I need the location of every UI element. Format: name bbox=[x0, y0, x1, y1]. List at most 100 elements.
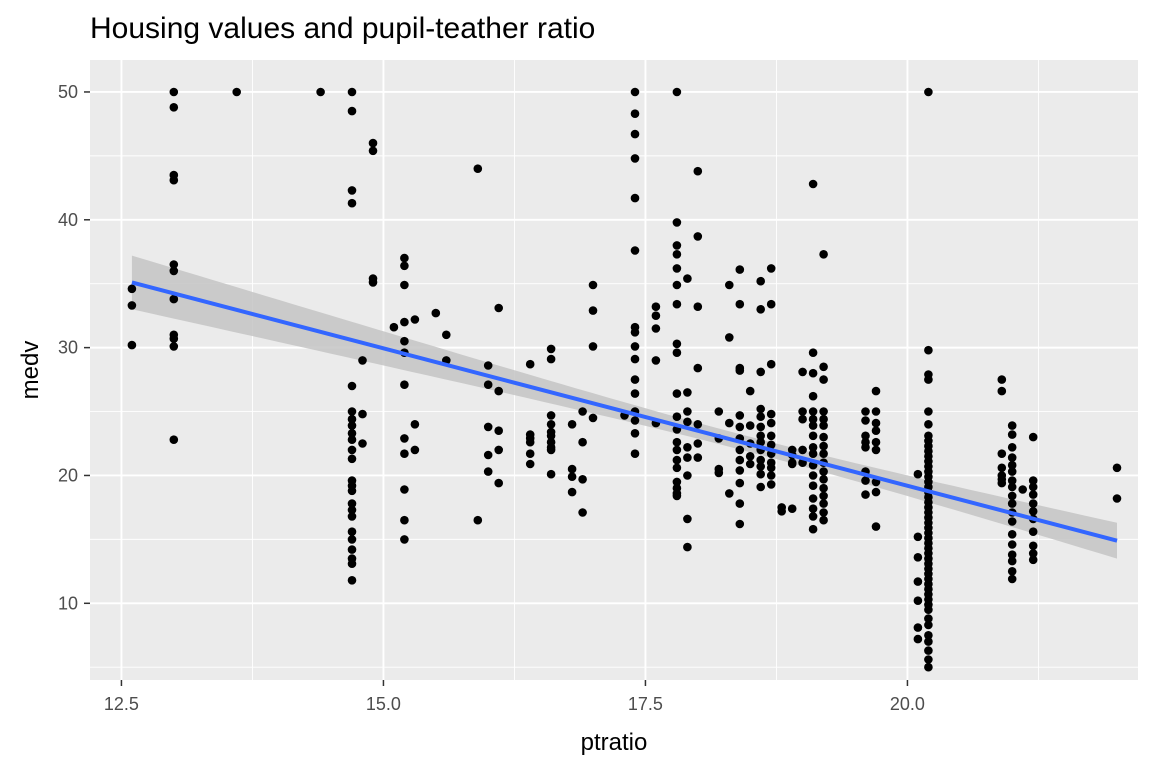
data-point bbox=[525, 459, 535, 469]
data-point bbox=[924, 345, 933, 355]
data-point bbox=[672, 455, 682, 465]
data-point bbox=[766, 359, 776, 369]
data-point bbox=[400, 380, 409, 390]
data-point bbox=[1028, 507, 1038, 516]
data-point bbox=[1018, 485, 1027, 494]
data-point bbox=[745, 421, 755, 430]
data-point bbox=[683, 407, 692, 416]
data-point bbox=[578, 508, 587, 517]
data-point bbox=[683, 388, 692, 397]
data-point bbox=[924, 637, 933, 646]
data-point bbox=[232, 87, 241, 97]
data-point bbox=[567, 464, 577, 474]
data-point bbox=[808, 348, 818, 358]
data-point bbox=[766, 409, 776, 419]
data-point bbox=[651, 356, 661, 365]
data-point bbox=[672, 299, 682, 309]
chart-title: Housing values and pupil-teather ratio bbox=[90, 12, 596, 45]
data-point bbox=[672, 477, 682, 487]
data-point bbox=[347, 407, 357, 416]
data-point bbox=[347, 198, 357, 208]
x-axis-ticks: 12.5 15.0 17.5 20.0 bbox=[104, 680, 925, 714]
data-point bbox=[630, 193, 640, 203]
data-point bbox=[546, 354, 556, 364]
data-point bbox=[756, 367, 765, 377]
data-point bbox=[997, 386, 1007, 396]
data-point bbox=[798, 367, 807, 377]
data-point bbox=[683, 514, 692, 524]
data-point bbox=[819, 421, 828, 430]
data-point bbox=[1007, 567, 1017, 576]
data-point bbox=[169, 435, 179, 445]
data-point bbox=[400, 535, 409, 544]
data-point bbox=[630, 354, 640, 364]
data-point bbox=[693, 420, 703, 429]
data-point bbox=[169, 87, 179, 97]
data-point bbox=[588, 342, 598, 351]
data-point bbox=[672, 348, 682, 358]
x-axis-title: ptratio bbox=[581, 729, 648, 756]
data-point bbox=[756, 422, 765, 432]
data-point bbox=[756, 455, 765, 465]
data-point bbox=[169, 294, 179, 304]
data-point bbox=[1028, 527, 1038, 536]
data-point bbox=[525, 449, 535, 459]
data-point bbox=[745, 459, 755, 469]
data-point bbox=[651, 302, 661, 312]
data-point bbox=[494, 445, 504, 455]
data-point bbox=[787, 459, 797, 469]
data-point bbox=[368, 146, 378, 156]
data-point bbox=[630, 389, 640, 398]
data-point bbox=[389, 322, 399, 332]
data-point bbox=[1028, 555, 1038, 565]
data-point bbox=[924, 646, 933, 655]
data-point bbox=[819, 250, 828, 259]
data-point bbox=[819, 449, 828, 459]
data-point bbox=[693, 453, 703, 462]
data-point bbox=[169, 334, 179, 344]
data-point bbox=[347, 545, 357, 554]
data-point bbox=[735, 499, 745, 508]
data-point bbox=[400, 317, 409, 327]
data-point bbox=[400, 336, 409, 346]
data-point bbox=[1007, 556, 1017, 566]
data-point bbox=[808, 494, 818, 503]
data-point bbox=[400, 253, 409, 263]
x-tick-label: 17.5 bbox=[628, 694, 663, 714]
data-point bbox=[1007, 460, 1017, 470]
data-point bbox=[400, 434, 409, 443]
data-point bbox=[1028, 541, 1038, 551]
data-point bbox=[798, 414, 807, 424]
data-point bbox=[808, 414, 818, 424]
data-point bbox=[169, 175, 179, 185]
data-point bbox=[808, 421, 818, 430]
data-point bbox=[1007, 491, 1017, 501]
data-point bbox=[672, 491, 682, 501]
data-point bbox=[630, 342, 640, 351]
data-point bbox=[1007, 467, 1017, 476]
data-point bbox=[483, 380, 493, 390]
data-point bbox=[630, 87, 640, 97]
data-point bbox=[714, 468, 724, 478]
data-point bbox=[578, 475, 587, 484]
data-point bbox=[588, 280, 598, 290]
data-point bbox=[630, 416, 640, 425]
data-point bbox=[756, 276, 765, 286]
data-point bbox=[861, 443, 870, 452]
data-point bbox=[683, 471, 692, 480]
data-point bbox=[808, 431, 818, 441]
data-point bbox=[725, 489, 734, 498]
data-point bbox=[725, 280, 734, 290]
data-point bbox=[819, 508, 828, 517]
data-point bbox=[924, 655, 933, 664]
data-point bbox=[997, 375, 1007, 384]
data-point bbox=[347, 414, 357, 424]
data-point bbox=[1007, 540, 1017, 549]
minor-gridlines bbox=[90, 60, 1138, 680]
data-point bbox=[672, 412, 682, 422]
x-tick-label: 20.0 bbox=[890, 694, 925, 714]
data-point bbox=[630, 449, 640, 459]
data-point bbox=[630, 154, 640, 163]
data-point bbox=[567, 472, 577, 482]
data-point bbox=[368, 138, 378, 148]
